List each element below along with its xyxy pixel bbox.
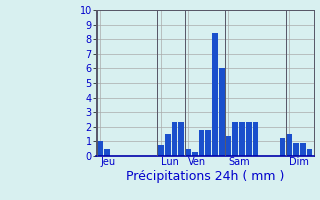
Bar bbox=[158, 145, 164, 156]
Bar bbox=[300, 143, 306, 156]
Bar bbox=[104, 149, 110, 156]
Bar bbox=[192, 152, 197, 156]
Bar bbox=[286, 134, 292, 156]
Bar bbox=[165, 134, 171, 156]
Bar bbox=[239, 122, 245, 156]
Bar bbox=[198, 130, 204, 156]
Bar bbox=[252, 122, 258, 156]
Bar bbox=[232, 122, 238, 156]
Bar bbox=[226, 136, 231, 156]
Bar bbox=[178, 122, 184, 156]
Bar bbox=[307, 149, 312, 156]
Bar bbox=[185, 149, 191, 156]
Bar bbox=[97, 141, 103, 156]
X-axis label: Précipitations 24h ( mm ): Précipitations 24h ( mm ) bbox=[126, 170, 284, 183]
Bar bbox=[280, 138, 285, 156]
Bar bbox=[212, 33, 218, 156]
Bar bbox=[293, 143, 299, 156]
Bar bbox=[172, 122, 177, 156]
Bar bbox=[205, 130, 211, 156]
Bar bbox=[246, 122, 252, 156]
Bar bbox=[219, 68, 225, 156]
